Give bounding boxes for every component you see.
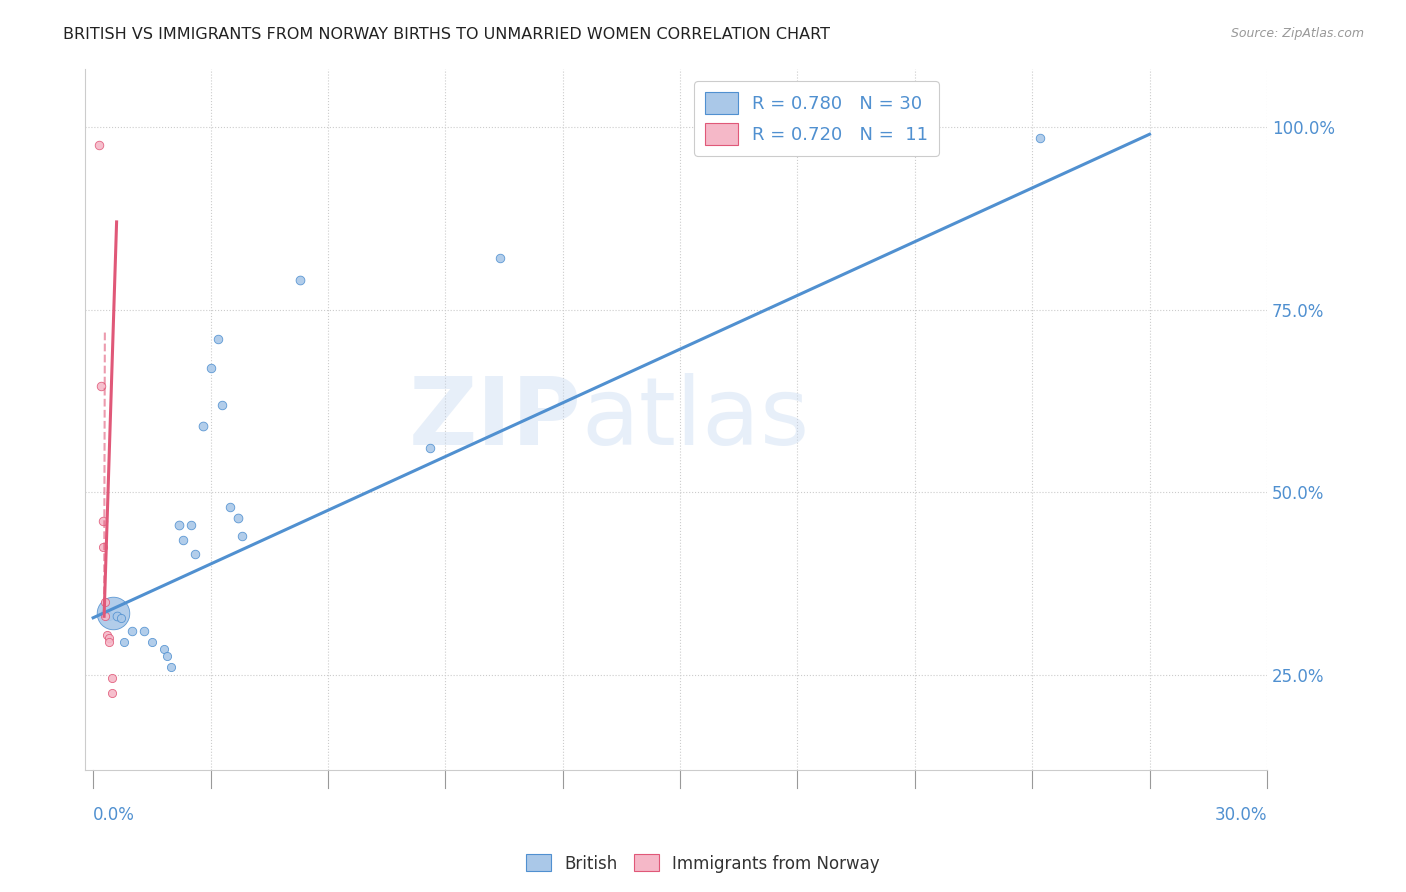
Text: atlas: atlas [582, 373, 810, 465]
Point [94, 609, 117, 624]
Point [219, 500, 242, 514]
Point [101, 686, 124, 700]
Point [1029, 131, 1052, 145]
Point [87, 138, 110, 153]
Point [112, 635, 135, 649]
Point [94, 606, 117, 620]
Point [200, 361, 222, 376]
Point [132, 624, 155, 638]
Point [97, 609, 120, 624]
Point [110, 611, 132, 625]
Point [489, 252, 512, 266]
Point [91, 514, 114, 528]
Text: 30.0%: 30.0% [1215, 806, 1267, 824]
Point [231, 529, 253, 543]
Point [152, 642, 174, 657]
Text: 0.0%: 0.0% [93, 806, 135, 824]
Point [96, 627, 118, 641]
Point [101, 606, 124, 620]
Point [101, 672, 124, 686]
Point [94, 595, 117, 609]
Text: Source: ZipAtlas.com: Source: ZipAtlas.com [1230, 27, 1364, 40]
Point [419, 442, 441, 456]
Point [180, 518, 202, 533]
Point [105, 609, 128, 624]
Point [167, 518, 190, 533]
Point [141, 635, 163, 649]
Point [156, 649, 179, 664]
Point [689, 128, 711, 142]
Text: ZIP: ZIP [409, 373, 582, 465]
Point [226, 510, 249, 524]
Point [211, 397, 233, 411]
Point [121, 624, 143, 638]
Point [97, 632, 120, 646]
Point [865, 131, 887, 145]
Point [720, 131, 742, 145]
Point [172, 533, 194, 547]
Legend: British, Immigrants from Norway: British, Immigrants from Norway [519, 847, 887, 880]
Point [97, 635, 120, 649]
Point [207, 332, 229, 346]
Point [290, 273, 312, 287]
Point [160, 660, 183, 674]
Point [184, 547, 207, 561]
Text: BRITISH VS IMMIGRANTS FROM NORWAY BIRTHS TO UNMARRIED WOMEN CORRELATION CHART: BRITISH VS IMMIGRANTS FROM NORWAY BIRTHS… [63, 27, 831, 42]
Legend: R = 0.780   N = 30, R = 0.720   N =  11: R = 0.780 N = 30, R = 0.720 N = 11 [695, 81, 939, 156]
Point [191, 419, 214, 434]
Point [90, 379, 112, 393]
Point [91, 540, 114, 554]
